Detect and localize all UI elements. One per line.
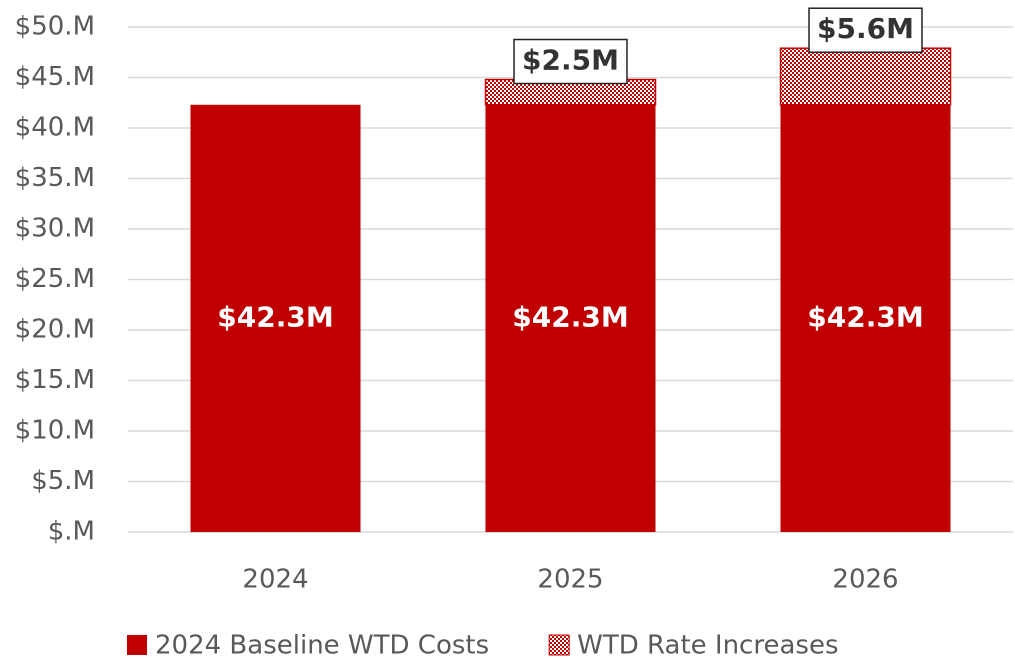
bar-segment [780, 104, 951, 533]
bar-segment [779, 47, 952, 106]
x-tick-label: 2026 [832, 565, 898, 595]
bar-segment [190, 104, 361, 533]
x-tick-label: 2025 [537, 565, 603, 595]
legend-swatch [548, 634, 570, 656]
y-tick-label: $10.M [15, 416, 95, 446]
y-tick-label: $45.M [15, 62, 95, 92]
y-tick-label: $20.M [15, 315, 95, 345]
y-tick-label: $35.M [15, 163, 95, 193]
y-tick-label: $40.M [15, 113, 95, 143]
data-label: $42.3M [807, 300, 923, 333]
y-tick-label: $30.M [15, 214, 95, 244]
data-label: $2.5M [522, 44, 619, 77]
legend-swatch [127, 635, 147, 655]
y-tick-label: $.M [48, 517, 95, 547]
legend-label: 2024 Baseline WTD Costs [155, 631, 489, 659]
bar-segment [485, 104, 656, 533]
data-label: $42.3M [512, 300, 628, 333]
data-label-box [808, 7, 923, 53]
data-label: $5.6M [817, 12, 914, 45]
y-tick-label: $25.M [15, 264, 95, 294]
legend-label: WTD Rate Increases [577, 631, 838, 659]
y-tick-label: $50.M [15, 12, 95, 42]
data-label: $42.3M [217, 300, 333, 333]
data-label-box [513, 38, 628, 85]
y-tick-label: $15.M [15, 365, 95, 395]
y-tick-label: $5.M [31, 466, 95, 496]
x-tick-label: 2024 [242, 565, 308, 595]
